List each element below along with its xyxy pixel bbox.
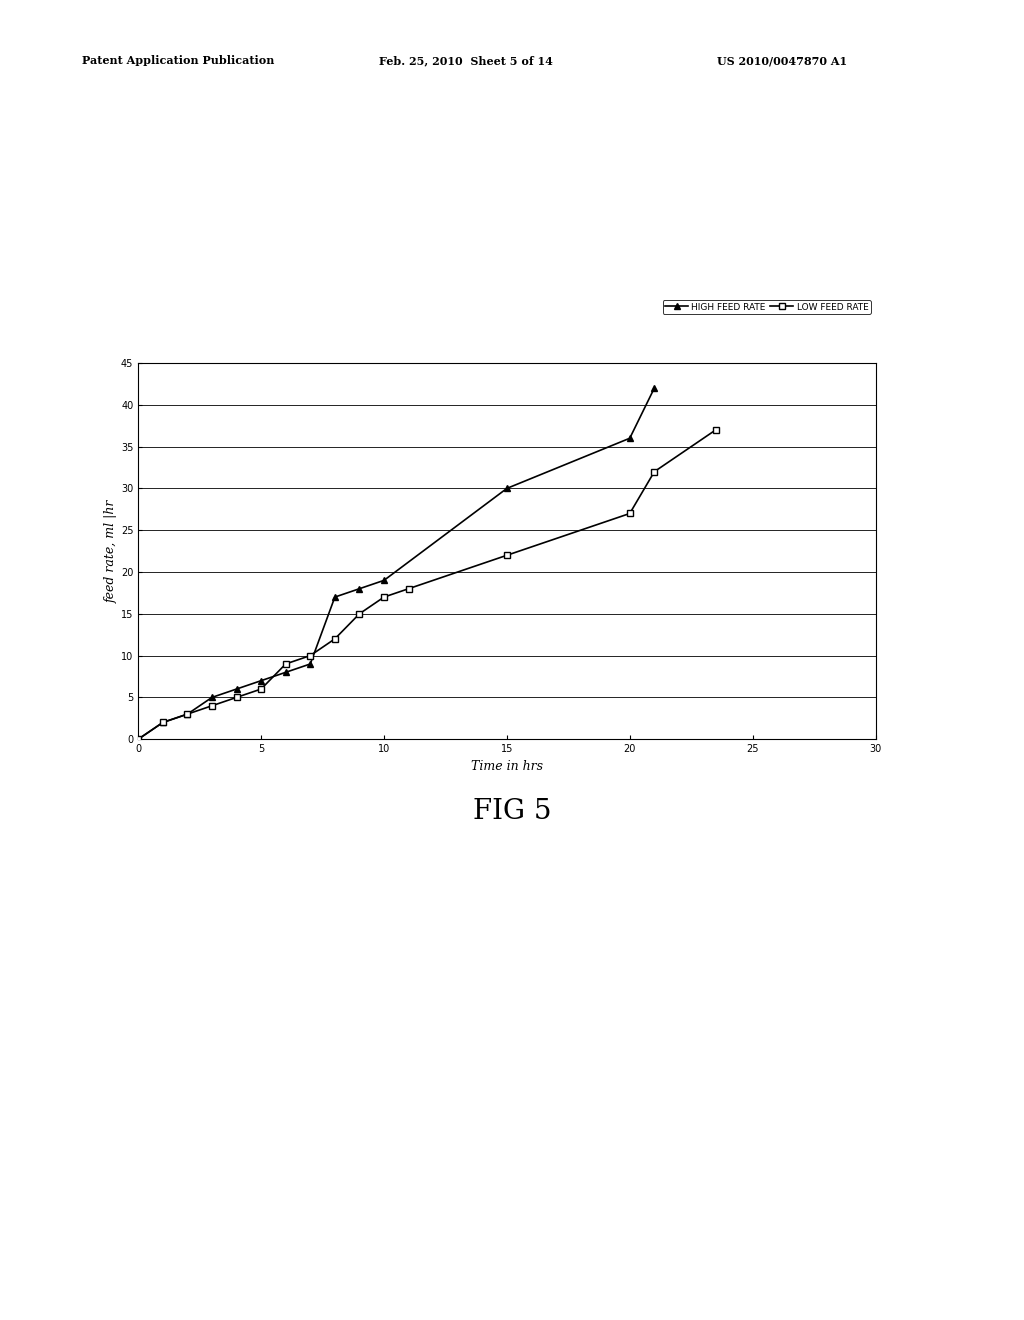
- HIGH FEED RATE: [624, 430, 636, 446]
- LOW FEED RATE: [501, 548, 513, 564]
- Line: LOW FEED RATE: LOW FEED RATE: [135, 426, 719, 743]
- HIGH FEED RATE: [329, 589, 341, 605]
- LOW FEED RATE: [624, 506, 636, 521]
- LOW FEED RATE: [304, 648, 316, 664]
- HIGH FEED RATE: [280, 664, 292, 680]
- HIGH FEED RATE: [157, 714, 169, 730]
- LOW FEED RATE: [157, 714, 169, 730]
- HIGH FEED RATE: [181, 706, 194, 722]
- LOW FEED RATE: [648, 463, 660, 479]
- Text: Patent Application Publication: Patent Application Publication: [82, 55, 274, 66]
- Y-axis label: feed rate, ml |hr: feed rate, ml |hr: [105, 499, 118, 603]
- Text: FIG 5: FIG 5: [473, 799, 551, 825]
- Text: Feb. 25, 2010  Sheet 5 of 14: Feb. 25, 2010 Sheet 5 of 14: [379, 55, 553, 66]
- X-axis label: Time in hrs: Time in hrs: [471, 759, 543, 772]
- HIGH FEED RATE: [501, 480, 513, 496]
- HIGH FEED RATE: [132, 731, 144, 747]
- LOW FEED RATE: [329, 631, 341, 647]
- HIGH FEED RATE: [378, 573, 390, 589]
- HIGH FEED RATE: [304, 656, 316, 672]
- LOW FEED RATE: [280, 656, 292, 672]
- LOW FEED RATE: [181, 706, 194, 722]
- LOW FEED RATE: [378, 589, 390, 605]
- HIGH FEED RATE: [206, 689, 218, 705]
- LOW FEED RATE: [402, 581, 415, 597]
- HIGH FEED RATE: [353, 581, 366, 597]
- HIGH FEED RATE: [255, 673, 267, 689]
- LOW FEED RATE: [353, 606, 366, 622]
- LOW FEED RATE: [132, 731, 144, 747]
- HIGH FEED RATE: [648, 380, 660, 396]
- LOW FEED RATE: [255, 681, 267, 697]
- Line: HIGH FEED RATE: HIGH FEED RATE: [135, 384, 657, 743]
- LOW FEED RATE: [230, 689, 243, 705]
- LOW FEED RATE: [206, 698, 218, 714]
- Legend: HIGH FEED RATE, LOW FEED RATE: HIGH FEED RATE, LOW FEED RATE: [663, 300, 871, 314]
- Text: US 2010/0047870 A1: US 2010/0047870 A1: [717, 55, 847, 66]
- HIGH FEED RATE: [230, 681, 243, 697]
- LOW FEED RATE: [710, 422, 722, 438]
